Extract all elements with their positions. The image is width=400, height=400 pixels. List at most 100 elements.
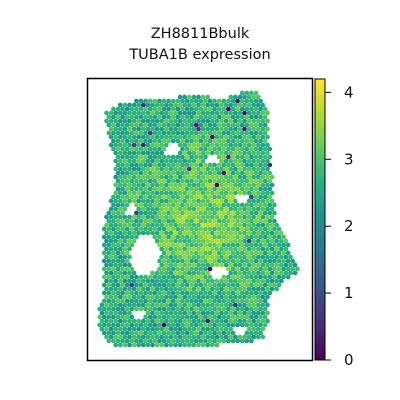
spot bbox=[214, 190, 220, 196]
spot bbox=[184, 290, 190, 296]
spot bbox=[230, 106, 236, 112]
spot bbox=[239, 154, 245, 160]
spot bbox=[232, 150, 238, 156]
spot bbox=[193, 266, 199, 272]
spot bbox=[276, 242, 282, 248]
spot bbox=[150, 222, 155, 228]
spot bbox=[212, 170, 217, 176]
spot bbox=[242, 166, 247, 172]
spot bbox=[239, 306, 245, 312]
spot bbox=[122, 158, 128, 164]
spot bbox=[189, 178, 194, 184]
spot bbox=[193, 290, 199, 296]
spot bbox=[152, 178, 158, 184]
spot bbox=[226, 322, 231, 328]
spot bbox=[249, 130, 254, 136]
spot bbox=[205, 326, 211, 332]
spot bbox=[150, 134, 155, 140]
spot bbox=[191, 190, 197, 196]
spot bbox=[249, 322, 254, 328]
spot bbox=[136, 190, 142, 196]
spot bbox=[140, 158, 146, 164]
spot bbox=[253, 234, 259, 240]
spot bbox=[145, 302, 151, 308]
spot bbox=[272, 242, 277, 248]
spot bbox=[281, 250, 286, 256]
spot bbox=[235, 122, 240, 128]
spot bbox=[157, 218, 162, 224]
spot bbox=[230, 178, 236, 184]
spot bbox=[127, 198, 132, 204]
spot bbox=[212, 322, 217, 328]
spot bbox=[203, 298, 208, 304]
spot bbox=[180, 250, 185, 256]
spot bbox=[244, 202, 250, 208]
spot bbox=[205, 150, 211, 156]
spot bbox=[219, 302, 224, 308]
spot bbox=[223, 246, 229, 252]
spot bbox=[143, 162, 148, 168]
spot bbox=[106, 114, 112, 120]
spot bbox=[223, 214, 229, 220]
spot bbox=[113, 222, 119, 228]
spot bbox=[147, 226, 153, 232]
spot bbox=[232, 110, 238, 116]
spot bbox=[203, 122, 208, 128]
spot bbox=[265, 190, 270, 196]
spot bbox=[253, 194, 259, 200]
spot bbox=[230, 250, 236, 256]
spot bbox=[108, 254, 114, 260]
spot bbox=[138, 138, 144, 144]
spot bbox=[159, 174, 165, 180]
spot bbox=[232, 174, 238, 180]
spot bbox=[267, 234, 273, 240]
spot bbox=[131, 230, 137, 236]
spot bbox=[228, 198, 234, 204]
spot bbox=[269, 286, 275, 292]
spot bbox=[205, 126, 211, 132]
spot bbox=[191, 270, 197, 276]
spot bbox=[124, 170, 130, 176]
spot bbox=[186, 150, 192, 156]
spot bbox=[117, 262, 123, 268]
spot bbox=[207, 210, 213, 216]
spot bbox=[175, 170, 181, 176]
spot bbox=[168, 278, 174, 284]
spot bbox=[244, 114, 250, 120]
spot bbox=[191, 342, 197, 348]
spot bbox=[131, 198, 137, 204]
spot bbox=[127, 342, 132, 348]
spot bbox=[214, 142, 220, 148]
spot bbox=[127, 222, 132, 228]
spot bbox=[265, 246, 270, 252]
spot bbox=[170, 234, 176, 240]
spot bbox=[106, 290, 112, 296]
spot bbox=[143, 130, 148, 136]
spot bbox=[154, 222, 160, 228]
spot bbox=[127, 102, 132, 108]
spot bbox=[186, 310, 192, 316]
spot bbox=[147, 178, 153, 184]
spot bbox=[170, 186, 176, 192]
spot bbox=[223, 198, 229, 204]
colorbar-tick-label: 0 bbox=[344, 351, 354, 369]
spot bbox=[157, 234, 162, 240]
spot bbox=[186, 166, 192, 172]
spot bbox=[207, 234, 213, 240]
spot bbox=[216, 306, 222, 312]
spot bbox=[168, 190, 174, 196]
spot bbox=[173, 198, 178, 204]
spot bbox=[235, 114, 240, 120]
spot bbox=[154, 198, 160, 204]
spot bbox=[145, 334, 151, 340]
spot bbox=[251, 326, 257, 332]
spot bbox=[209, 206, 215, 212]
spot bbox=[161, 106, 167, 112]
spot bbox=[196, 334, 201, 340]
spot bbox=[145, 318, 151, 324]
spot bbox=[108, 142, 114, 148]
spot bbox=[251, 102, 257, 108]
spot bbox=[122, 118, 128, 124]
spot bbox=[214, 286, 220, 292]
spot bbox=[203, 218, 208, 224]
